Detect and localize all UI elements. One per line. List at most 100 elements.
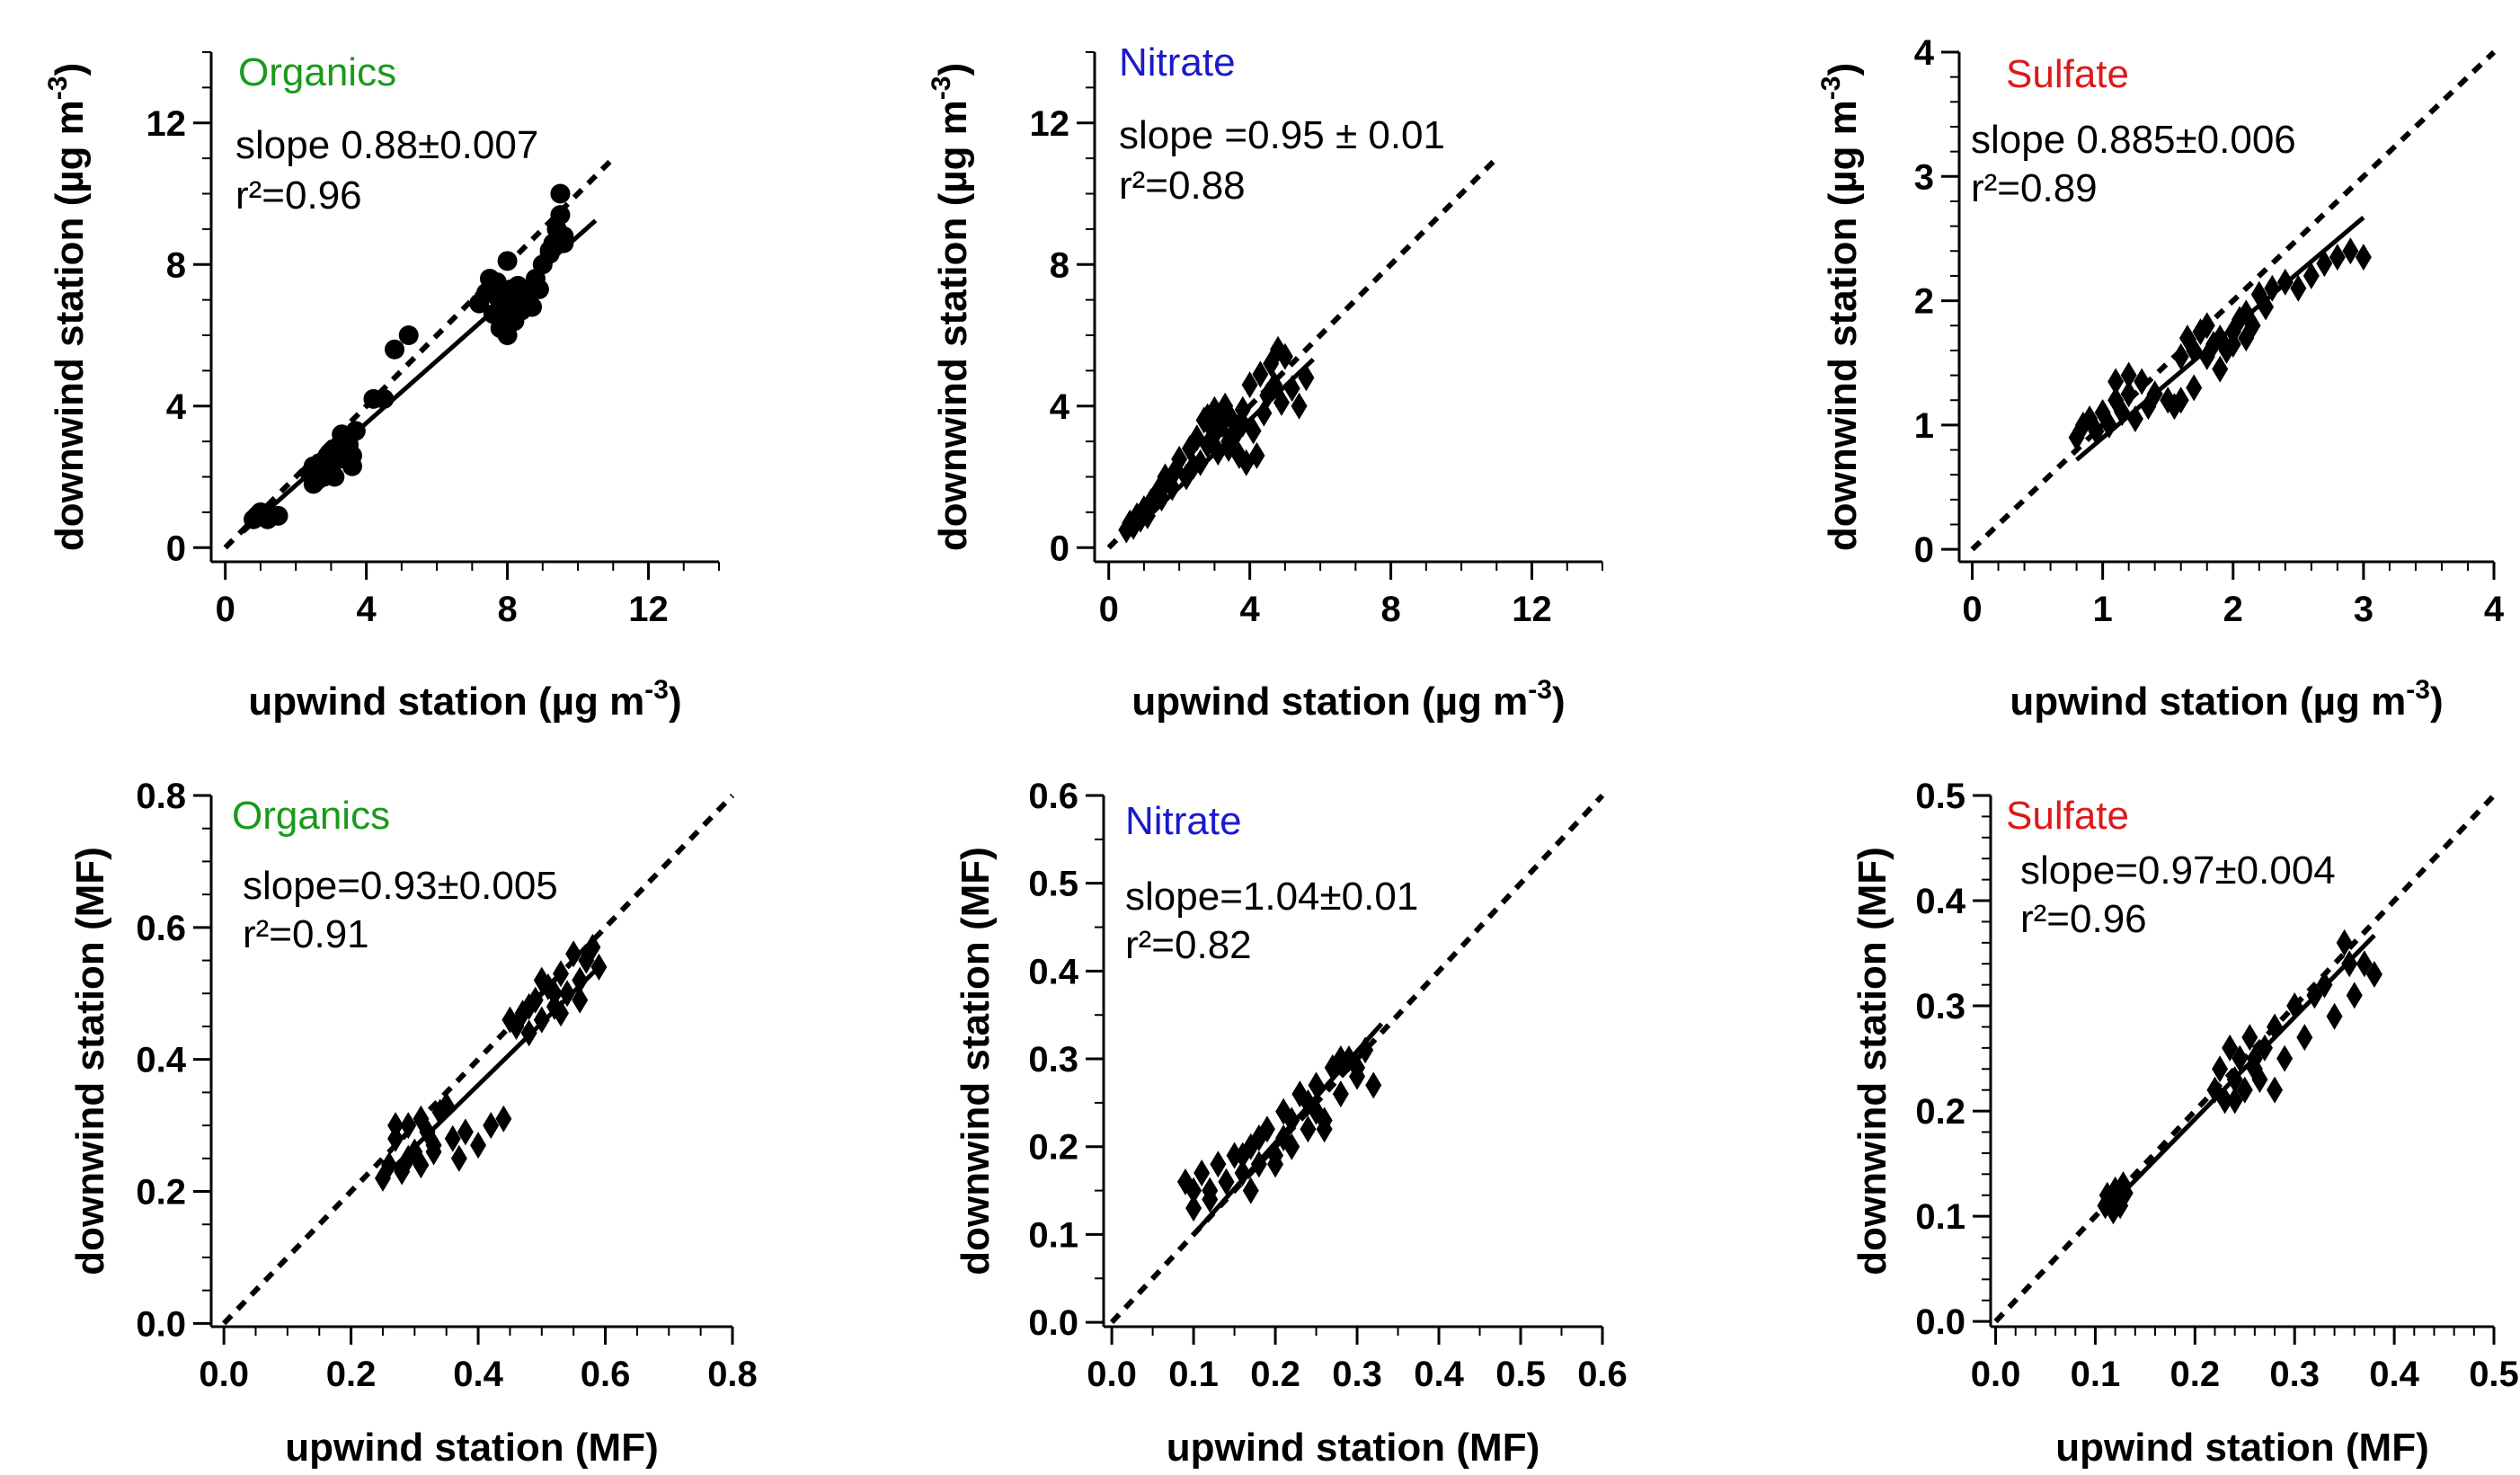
x-tick-label: 8 xyxy=(497,590,517,629)
x-axis-label: upwind station (µg m-3) xyxy=(2010,675,2443,724)
data-point xyxy=(1234,1142,1251,1169)
y-tick-label: 0.0 xyxy=(136,1304,186,1344)
data-point xyxy=(2267,1076,2284,1104)
data-point xyxy=(381,1151,398,1179)
regression-fit-line xyxy=(381,965,601,1180)
species-title: Nitrate xyxy=(1125,799,1242,843)
x-tick-label: 12 xyxy=(628,590,669,629)
y-axis-label: downwind station (MF) xyxy=(1850,847,1894,1275)
y-tick-label: 0.0 xyxy=(1028,1303,1078,1343)
one-to-one-line xyxy=(1970,49,2497,552)
data-point xyxy=(387,1112,404,1140)
data-point xyxy=(2326,1002,2343,1030)
data-point xyxy=(2238,324,2255,352)
data-point xyxy=(553,960,570,988)
species-title: Sulfate xyxy=(2006,794,2129,838)
x-tick-label: 0.2 xyxy=(2170,1355,2221,1394)
y-tick-label: 0.4 xyxy=(1028,952,1078,991)
x-axis-label: upwind station (µg m-3) xyxy=(1131,675,1565,724)
data-point xyxy=(385,339,405,360)
r-squared-annotation: r²=0.89 xyxy=(1971,166,2098,210)
data-point xyxy=(520,992,537,1020)
y-tick-label: 0.6 xyxy=(1028,777,1078,816)
x-tick-label: 8 xyxy=(1380,590,1400,629)
y-tick-label: 8 xyxy=(166,245,186,285)
x-tick-label: 0 xyxy=(1962,590,1982,629)
regression-fit-line xyxy=(1124,357,1315,540)
data-point xyxy=(479,269,500,289)
x-axis-label: upwind station (MF) xyxy=(1167,1426,1540,1470)
x-tick-label: 0.2 xyxy=(1250,1355,1300,1394)
data-point xyxy=(413,1105,430,1133)
panel-sulfate-mf: 0.0 0.1 0.2 0.3 0.4 0.5 0.0 0.1 0.2 0.3 0.4 0.5 upwi… xyxy=(1850,777,2519,1470)
data-point xyxy=(1332,1080,1349,1108)
species-title: Organics xyxy=(238,50,396,94)
data-point xyxy=(1218,1168,1235,1195)
data-point xyxy=(1316,1115,1333,1143)
data-point xyxy=(2264,274,2281,302)
y-tick-label: 0.1 xyxy=(1915,1197,1965,1237)
y-tick-label: 0.1 xyxy=(1028,1215,1078,1255)
data-point xyxy=(2212,355,2229,383)
data-point xyxy=(554,233,574,253)
data-point xyxy=(2134,368,2151,395)
data-point xyxy=(1365,1071,1382,1099)
x-tick-label: 0.6 xyxy=(581,1355,631,1394)
data-point xyxy=(2186,374,2203,402)
data-point xyxy=(2356,950,2373,978)
regression-fit-line xyxy=(1192,1022,1384,1237)
x-axis-label: upwind station (MF) xyxy=(285,1426,658,1470)
data-point xyxy=(2212,1055,2229,1083)
data-point xyxy=(1234,395,1251,423)
y-tick-label: 0.5 xyxy=(1915,777,1965,816)
x-tick-label: 0.6 xyxy=(1577,1355,1628,1394)
data-point xyxy=(2329,244,2346,271)
data-point xyxy=(2303,262,2320,289)
data-point xyxy=(1202,1186,1219,1213)
slope-annotation: slope=0.97±0.004 xyxy=(2020,849,2336,893)
species-title: Nitrate xyxy=(1119,40,1236,84)
data-point xyxy=(1199,403,1216,431)
data-point xyxy=(1185,1177,1202,1204)
data-point xyxy=(2222,1034,2239,1062)
data-point xyxy=(1193,1160,1211,1187)
data-point xyxy=(413,1151,430,1179)
data-point xyxy=(2251,1065,2268,1093)
data-point xyxy=(2365,960,2382,988)
data-point xyxy=(584,933,601,961)
y-axis-label: downwind station (µg m-3) xyxy=(927,63,975,551)
x-tick-label: 4 xyxy=(2484,590,2505,629)
data-point xyxy=(1206,421,1223,449)
data-point xyxy=(2296,1024,2313,1052)
y-axis-label: downwind station (MF) xyxy=(954,847,998,1275)
data-point xyxy=(495,1105,512,1133)
data-point xyxy=(2241,1024,2258,1052)
data-point xyxy=(528,279,549,299)
y-tick-label: 0.4 xyxy=(1915,882,1965,921)
x-tick-label: 0 xyxy=(216,590,235,629)
data-point xyxy=(2258,293,2275,321)
data-point xyxy=(1250,1124,1267,1151)
x-tick-label: 0.4 xyxy=(2369,1355,2419,1394)
x-tick-label: 0.0 xyxy=(1087,1355,1137,1394)
data-point xyxy=(444,1124,461,1152)
data-point xyxy=(470,1132,487,1160)
y-axis-label: downwind station (MF) xyxy=(68,847,112,1275)
y-tick-label: 0.8 xyxy=(136,777,186,816)
data-point xyxy=(1242,1177,1259,1204)
data-point xyxy=(522,297,543,317)
x-tick-label: 0.1 xyxy=(1168,1355,1219,1394)
y-axis-label: downwind station (µg m-3) xyxy=(43,63,92,551)
data-point xyxy=(1185,1195,1202,1222)
data-point xyxy=(546,980,563,1008)
x-tick-label: 0.8 xyxy=(707,1355,758,1394)
x-tick-label: 0 xyxy=(1099,590,1119,629)
x-tick-label: 0.3 xyxy=(1332,1355,1382,1394)
one-to-one-line xyxy=(1106,156,1499,550)
x-tick-label: 0.0 xyxy=(1971,1355,2021,1394)
data-point xyxy=(2107,368,2125,395)
x-tick-label: 4 xyxy=(357,590,377,629)
r-squared-annotation: r²=0.96 xyxy=(2020,897,2147,941)
x-tick-label: 0.1 xyxy=(2071,1355,2121,1394)
